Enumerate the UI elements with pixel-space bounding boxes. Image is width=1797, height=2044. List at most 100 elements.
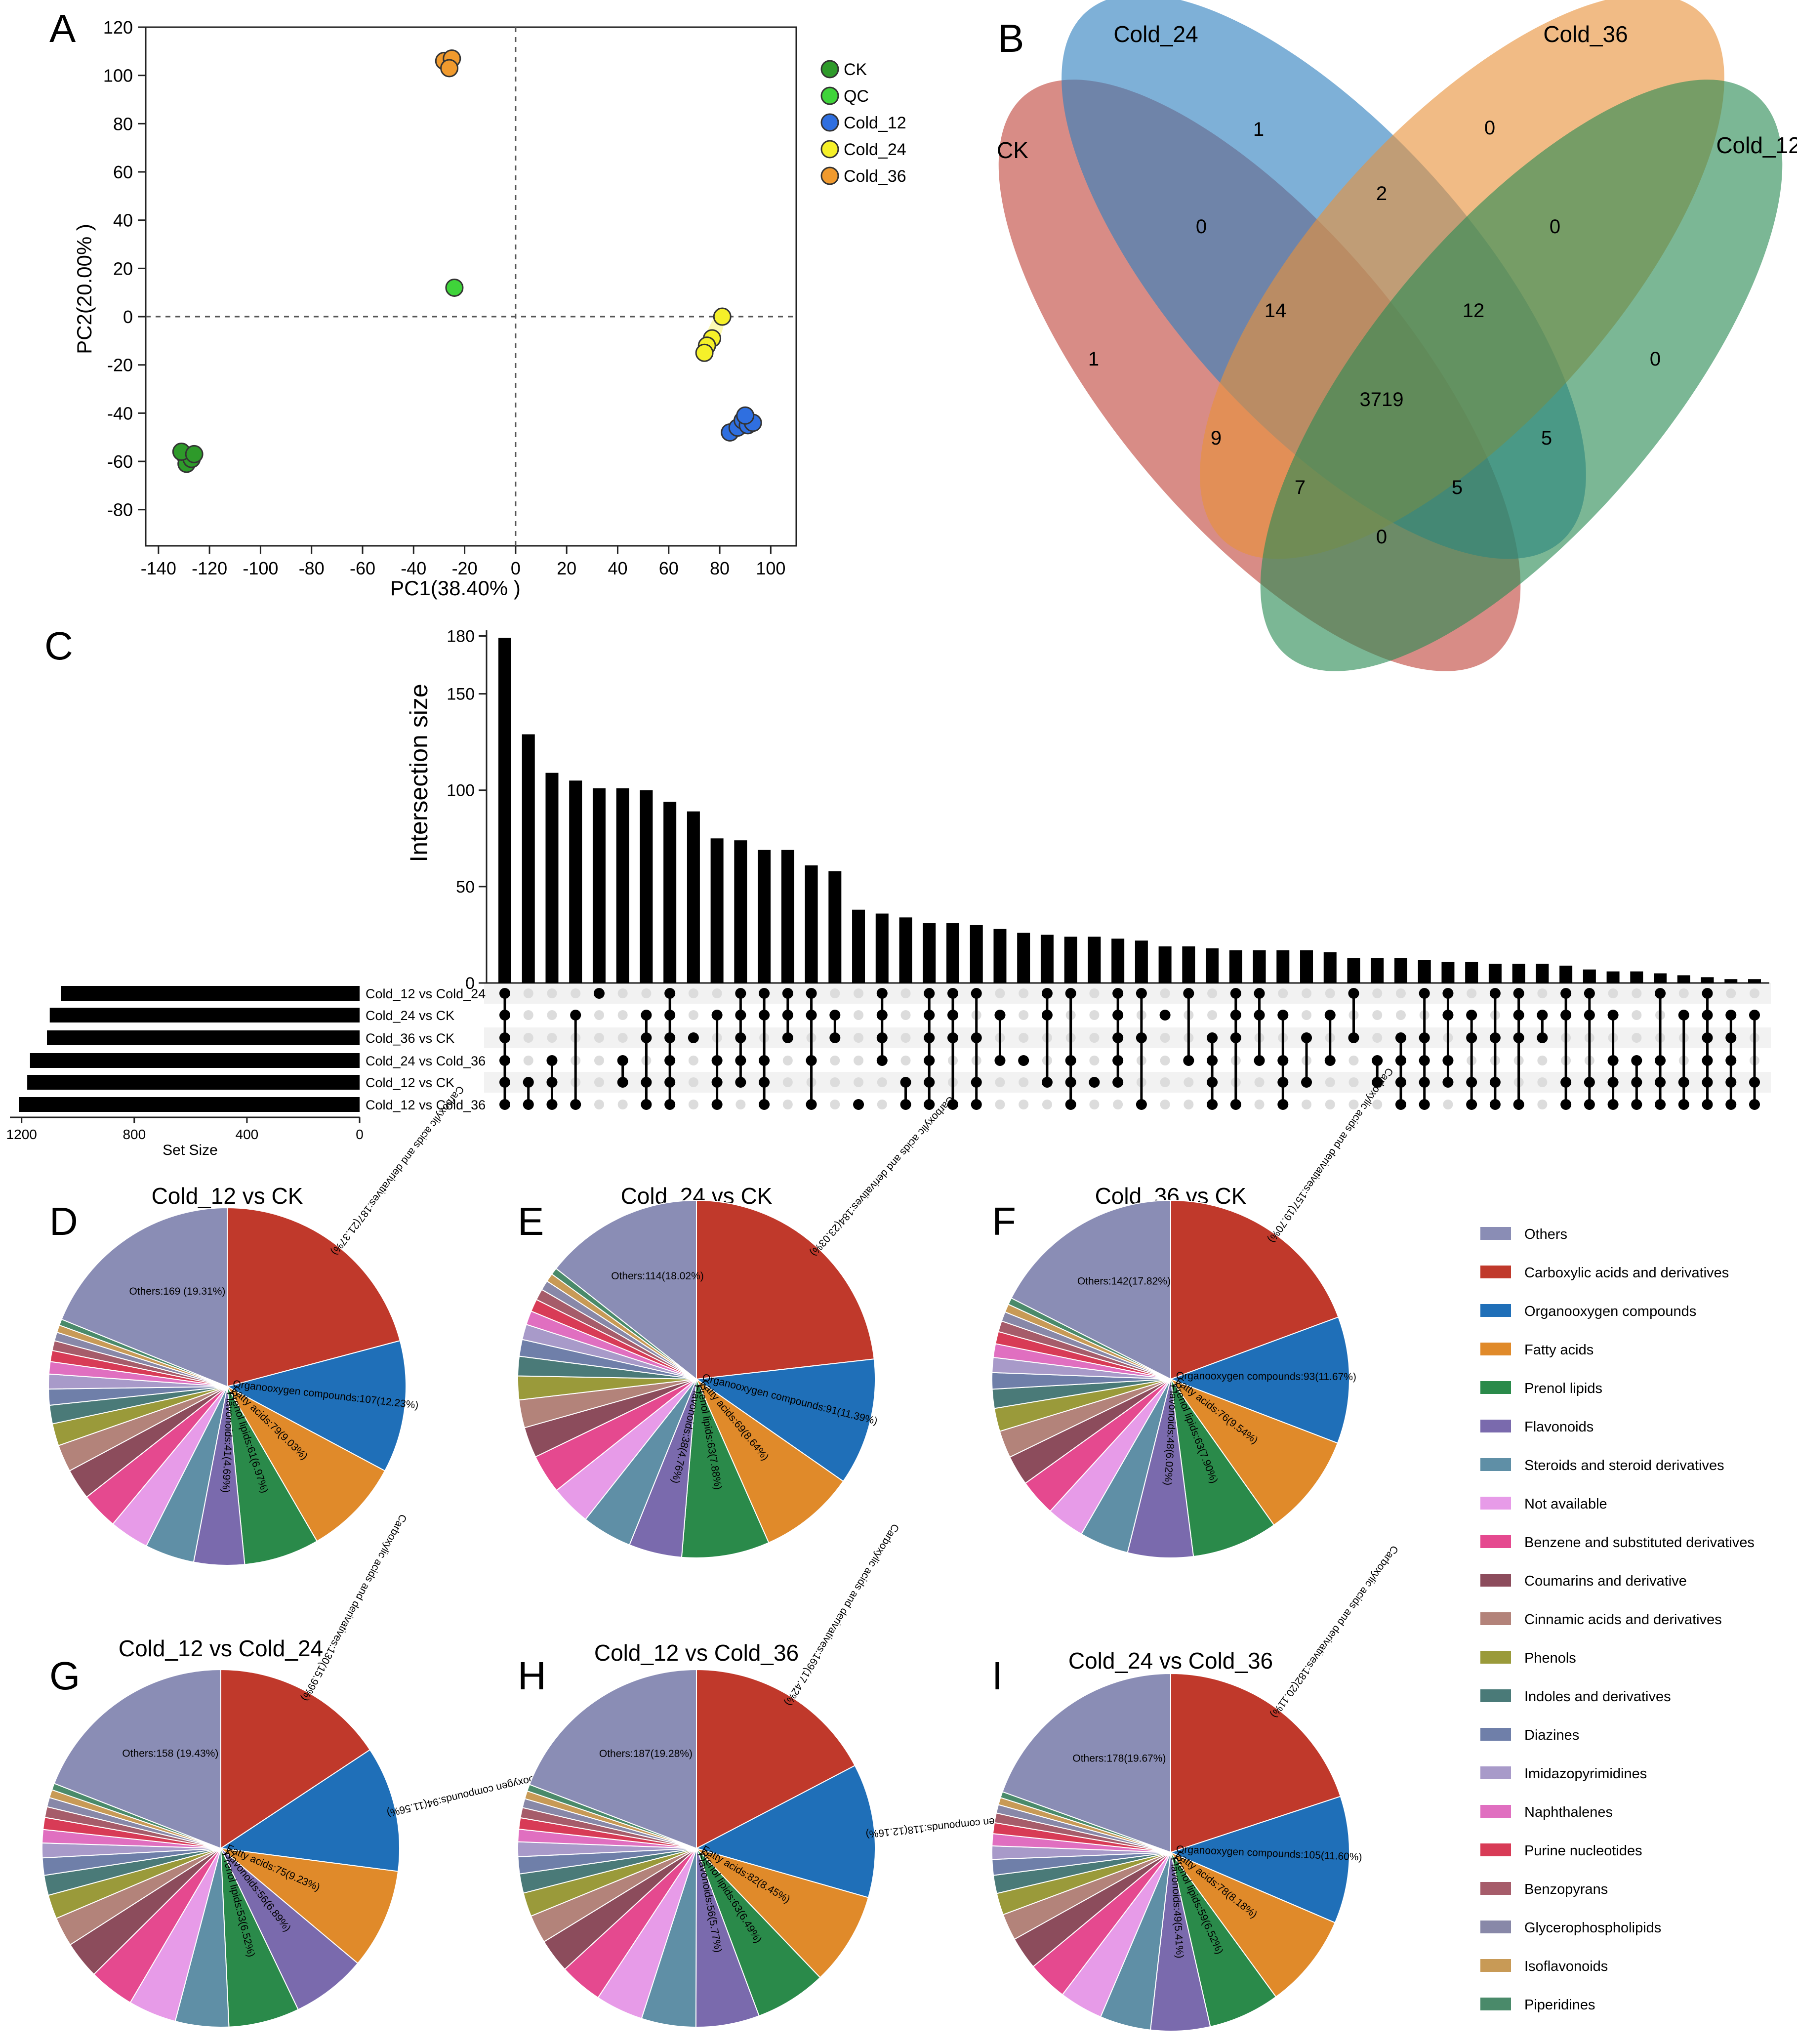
panel-letter: F xyxy=(992,1199,1016,1243)
pie-slice-organooxygen-compounds xyxy=(1169,1796,1350,1923)
pca-plot-frame xyxy=(145,26,797,547)
upset-filled-dot xyxy=(806,988,817,999)
upset-filled-dot xyxy=(523,1077,534,1088)
pie-slice-carboxylic-acids-and-derivatives xyxy=(227,1207,401,1388)
pie-legend-label: Benzene and substituted derivatives xyxy=(1524,1535,1755,1551)
upset-filled-dot xyxy=(1631,1099,1642,1110)
upset-empty-dot xyxy=(1325,1077,1335,1087)
upset-filled-dot xyxy=(1560,1010,1572,1021)
upset-intersection-bar xyxy=(1654,973,1667,983)
pie-slice-fatty-acids xyxy=(1169,1851,1336,1998)
pie-legend-label: Diazines xyxy=(1524,1727,1579,1743)
upset-filled-dot xyxy=(1112,1077,1124,1088)
panel-letter: E xyxy=(518,1199,544,1243)
upset-filled-dot xyxy=(1183,988,1194,999)
pca-legend-label: Cold_36 xyxy=(844,167,906,186)
upset-intersection-bar xyxy=(616,788,629,983)
venn-set-cold-12 xyxy=(1260,80,1783,671)
upset-filled-dot xyxy=(1395,1077,1406,1088)
pca-xtick-label: -40 xyxy=(401,558,426,578)
upset-intersection-bar xyxy=(687,811,700,983)
pie-legend-label: Cinnamic acids and derivatives xyxy=(1524,1612,1722,1628)
pca-legend-marker xyxy=(820,166,839,185)
upset-intersection-bar xyxy=(1441,962,1455,983)
upset-set-size-bar xyxy=(27,1075,360,1090)
upset-empty-dot xyxy=(854,1010,864,1020)
pie-slice-organooxygen-compounds xyxy=(226,1340,407,1472)
pie-legend-label: Glycerophospholipids xyxy=(1524,1920,1661,1936)
pie-legend-label: Not available xyxy=(1524,1496,1607,1512)
upset-filled-dot xyxy=(499,1099,510,1110)
upset-filled-dot xyxy=(1702,1010,1713,1021)
upset-filled-dot xyxy=(735,1010,746,1021)
pca-legend-marker xyxy=(820,60,839,79)
upset-filled-dot xyxy=(1678,1099,1689,1110)
upset-set-label: Cold_24 vs CK xyxy=(366,1008,454,1023)
panel-a-pca: A PC1(38.40% ) PC2(20.00% ) -140 -120 -100… xyxy=(49,6,906,600)
pie-slice-organooxygen-compounds xyxy=(219,1749,400,1872)
upset-empty-dot xyxy=(523,1010,533,1020)
pie-slice-fatty-acids xyxy=(694,1847,869,1978)
upset-empty-dot xyxy=(1160,988,1170,998)
upset-empty-dot xyxy=(854,988,864,998)
upset-empty-dot xyxy=(1207,1010,1218,1020)
pie-legend-swatch xyxy=(1480,1959,1511,1972)
set-size-label: Set Size xyxy=(163,1142,218,1158)
pie-legend-swatch xyxy=(1480,1998,1511,2010)
pca-legend-label: QC xyxy=(844,87,869,106)
upset-ytick-label: 180 xyxy=(447,627,475,646)
pie-legend-swatch xyxy=(1480,1843,1511,1856)
pca-xtick-label: -60 xyxy=(350,558,375,578)
upset-filled-dot xyxy=(1725,1010,1737,1021)
upset-filled-dot xyxy=(1136,1032,1147,1043)
upset-intersection-bar xyxy=(640,790,653,983)
upset-filled-dot xyxy=(1489,988,1501,999)
pie-slice-others xyxy=(1011,1199,1171,1380)
pca-xtick-label: -140 xyxy=(141,558,176,578)
pie-legend-swatch xyxy=(1480,1458,1511,1471)
upset-filled-dot xyxy=(664,1077,676,1088)
upset-intersection-bar xyxy=(1724,979,1738,983)
upset-filled-dot xyxy=(1419,1032,1430,1043)
upset-empty-dot xyxy=(782,1077,793,1087)
upset-filled-dot xyxy=(1631,1077,1642,1088)
upset-filled-dot xyxy=(1702,1077,1713,1088)
upset-filled-dot xyxy=(806,1055,817,1066)
upset-empty-dot xyxy=(877,1100,887,1109)
upset-filled-dot xyxy=(1702,1032,1713,1043)
upset-filled-dot xyxy=(1725,1077,1737,1088)
upset-intersection-bar xyxy=(1606,971,1620,983)
upset-filled-dot xyxy=(1466,1099,1477,1110)
upset-ylabel: Intersection size xyxy=(405,684,433,862)
upset-empty-dot xyxy=(594,1100,604,1109)
upset-filled-dot xyxy=(1725,1055,1737,1066)
upset-empty-dot xyxy=(641,988,652,998)
upset-filled-dot xyxy=(759,988,770,999)
upset-filled-dot xyxy=(853,1099,864,1110)
upset-filled-dot xyxy=(1230,1010,1241,1021)
upset-empty-dot xyxy=(735,1100,746,1109)
upset-empty-dot xyxy=(1184,1100,1194,1109)
upset-empty-dot xyxy=(1019,1100,1029,1109)
pie-legend-label: Coumarins and derivative xyxy=(1524,1573,1687,1589)
upset-empty-dot xyxy=(523,1056,533,1065)
pca-ytick-label: -80 xyxy=(107,500,133,520)
pie-legend-swatch xyxy=(1480,1805,1511,1818)
upset-set-size-bar xyxy=(19,1097,360,1112)
upset-intersection-bar xyxy=(1347,958,1360,983)
venn-set-label: Cold_36 xyxy=(1543,21,1628,47)
upset-filled-dot xyxy=(570,1099,581,1110)
pca-legend-label: Cold_12 xyxy=(844,114,906,132)
upset-empty-dot xyxy=(1325,988,1335,998)
upset-intersection-bar xyxy=(1253,950,1266,983)
upset-filled-dot xyxy=(1537,1032,1548,1043)
upset-intersection-bar xyxy=(1512,963,1525,983)
upset-filled-dot xyxy=(546,1099,558,1110)
upset-filled-dot xyxy=(1655,1077,1666,1088)
upset-empty-dot xyxy=(830,1077,840,1087)
pca-xtick-label: -100 xyxy=(243,558,278,578)
upset-empty-dot xyxy=(1348,1056,1359,1065)
upset-filled-dot xyxy=(1018,1055,1029,1066)
panel-c-upset: C Intersection size Set Size 0 50 100 150 18… xyxy=(6,624,1771,1158)
